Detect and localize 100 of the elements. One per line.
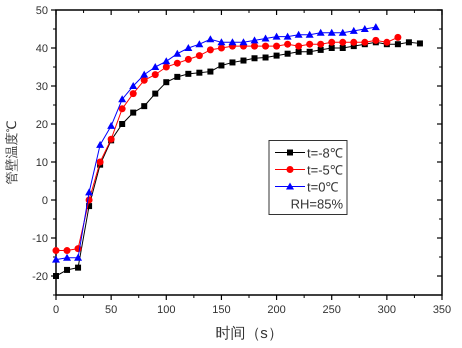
point [406, 39, 412, 46]
point [141, 103, 148, 110]
point [328, 28, 336, 36]
point [252, 55, 258, 62]
y-tick-label: 50 [36, 5, 48, 17]
y-tick-label: 30 [36, 81, 48, 93]
point [196, 52, 203, 60]
point [306, 48, 313, 55]
point [207, 68, 214, 75]
point [350, 38, 358, 46]
point [96, 158, 104, 166]
y-tick-label: 20 [36, 119, 48, 131]
y-tick-label: -10 [32, 233, 48, 245]
point [174, 60, 181, 67]
point [140, 70, 148, 78]
point [262, 54, 269, 60]
point [296, 48, 302, 55]
point [262, 42, 270, 50]
point [250, 36, 259, 44]
point [129, 82, 138, 89]
y-tick-label: 40 [36, 43, 48, 55]
point [360, 25, 369, 32]
x-tick-label: 50 [105, 304, 118, 316]
legend-label: t=0℃ [307, 180, 338, 194]
y-tick-label: 0 [42, 195, 48, 207]
point [184, 56, 192, 63]
point [372, 36, 380, 44]
point [119, 121, 126, 127]
point [130, 110, 136, 116]
x-axis-title: 时间（s） [215, 325, 283, 342]
point [140, 76, 148, 84]
point [130, 90, 137, 98]
point [350, 26, 358, 34]
x-tick-label: 200 [267, 304, 286, 316]
point [394, 34, 402, 41]
point [218, 44, 225, 52]
point [361, 38, 368, 46]
x-tick-label: 100 [157, 304, 176, 316]
point [284, 40, 292, 48]
point [328, 38, 336, 46]
point [284, 32, 292, 40]
point [85, 188, 94, 196]
point [306, 30, 314, 38]
point [339, 38, 346, 46]
point [229, 59, 236, 66]
point [240, 58, 246, 64]
point [338, 28, 347, 36]
legend-label: t=-5℃ [307, 162, 343, 178]
point [152, 71, 159, 78]
point [96, 140, 104, 148]
point [218, 62, 224, 68]
point [251, 42, 258, 50]
point [262, 34, 270, 42]
point [74, 254, 82, 261]
point [185, 70, 192, 77]
point [273, 42, 280, 50]
x-tick-label: 350 [432, 304, 452, 316]
y-tick-label: -20 [32, 271, 48, 283]
point [118, 105, 126, 112]
point [294, 30, 303, 38]
point [163, 79, 170, 86]
point [64, 266, 70, 273]
point [195, 40, 204, 48]
point [162, 57, 170, 64]
point [306, 40, 314, 48]
point [217, 38, 226, 46]
x-tick-label: 150 [212, 304, 231, 316]
point [173, 50, 182, 57]
x-tick-label: 250 [322, 304, 341, 316]
point [152, 90, 158, 97]
point [75, 264, 82, 271]
point [184, 44, 192, 51]
point [196, 70, 202, 76]
point [228, 38, 236, 46]
point [284, 50, 291, 57]
x-tick-label: 0 [52, 304, 60, 316]
point [52, 256, 60, 263]
point [206, 35, 214, 42]
point [394, 41, 401, 48]
point [118, 95, 126, 102]
point [295, 42, 302, 50]
point [317, 40, 324, 48]
point [239, 38, 248, 46]
point [52, 247, 60, 254]
y-tick-label: 10 [36, 157, 48, 169]
point [174, 74, 180, 80]
y-axis-title: 管壁温度℃ [4, 120, 19, 184]
point [316, 28, 325, 36]
x-tick-label: 300 [378, 304, 396, 316]
legend-label: t=-8℃ [307, 146, 343, 160]
point [64, 247, 71, 254]
point [416, 40, 423, 46]
point [63, 254, 72, 261]
point [151, 63, 160, 70]
point [318, 46, 324, 53]
point [206, 46, 214, 54]
point [340, 45, 346, 51]
point [328, 45, 335, 51]
point [272, 32, 281, 40]
point [372, 23, 380, 30]
